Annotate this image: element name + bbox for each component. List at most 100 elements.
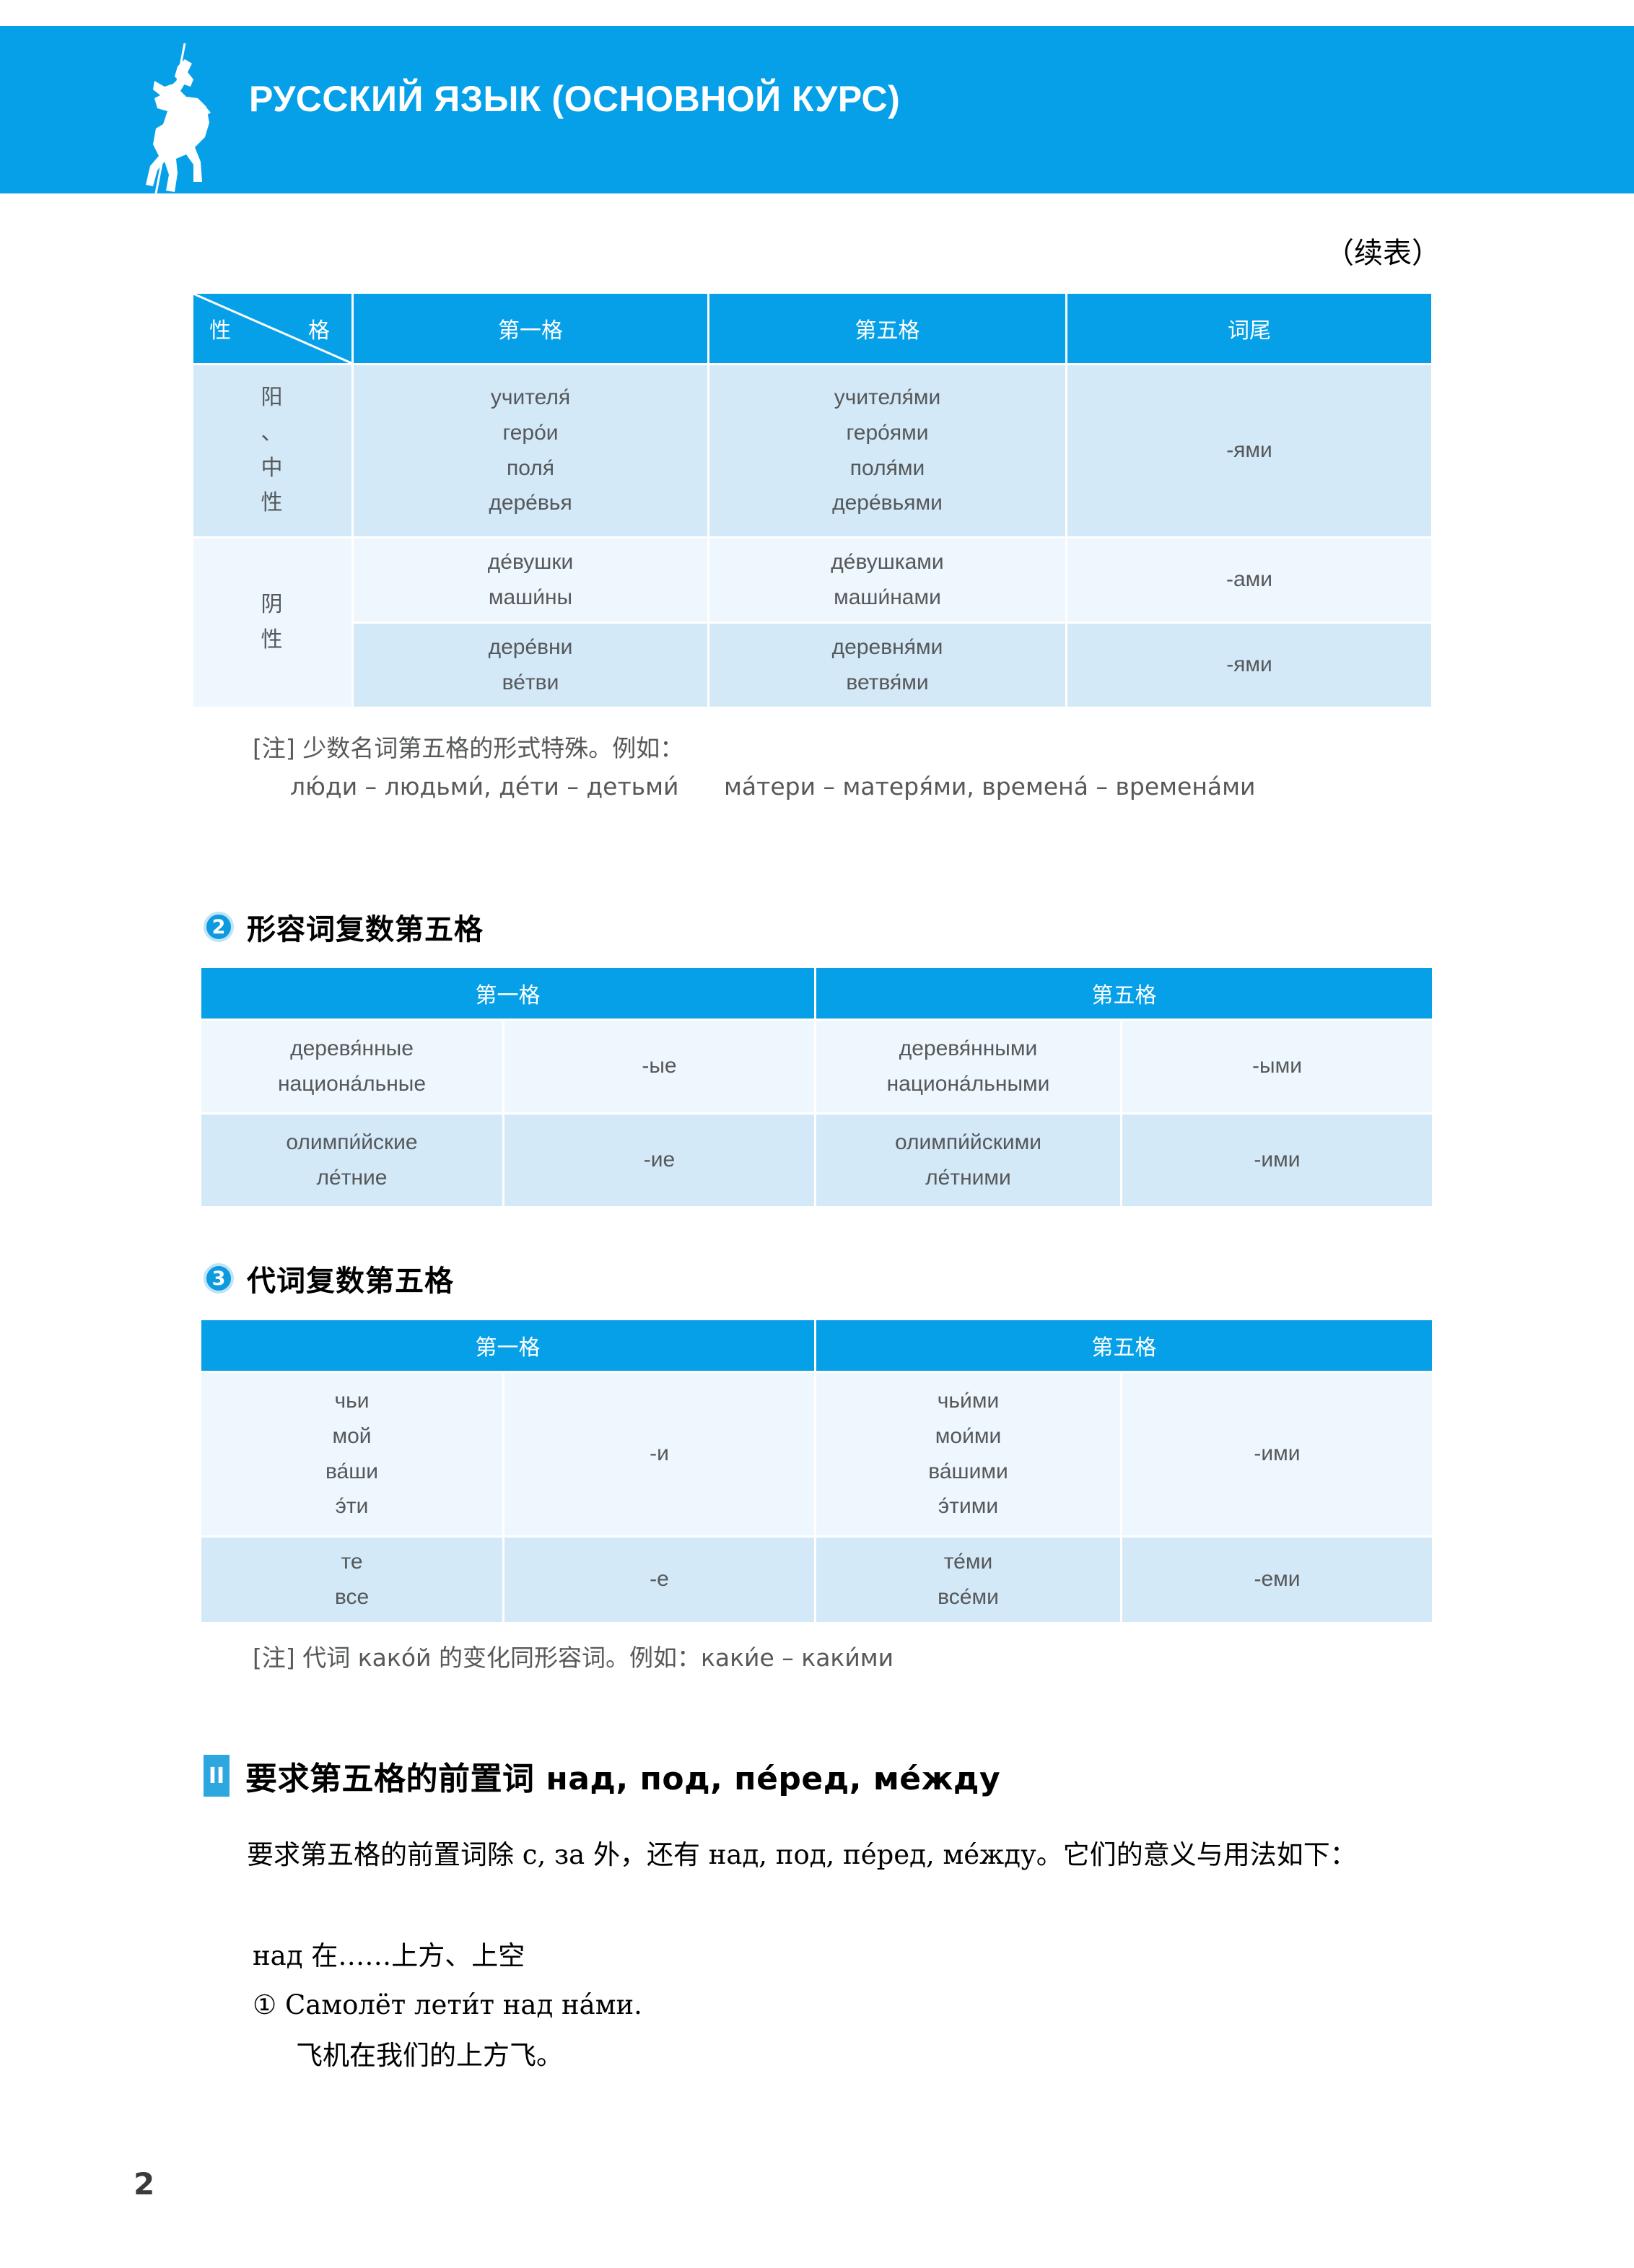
cell-instrumental-forms: учителя́ми геро́ями поля́ми дере́вьями [707,363,1067,538]
section-heading-prepositions: II 要求第五格的前置词 над, под, пе́ред, ме́жду [204,1753,1000,1799]
word: олимпи́йские [286,1130,418,1154]
word: поля́ми [849,455,925,480]
word: дере́вья [489,491,572,515]
page-number: 2 [134,2166,155,2202]
cell-ending: -ами [1065,536,1433,624]
pronoun-plural-instrumental-table: 第一格 第五格 чьи мой ва́ши э́ти -и чьи́ми мои… [199,1318,1434,1624]
section-heading-pronouns: 3 代词复数第五格 [204,1257,454,1299]
noun-plural-instrumental-table: 性 格 第一格 第五格 词尾 阳 、 中 性 учителя́ геро́и п… [191,292,1433,709]
gender-char: 性 [261,627,284,653]
column-header-nominative: 第一格 [351,292,709,365]
cell-nominative-forms: деревя́нные национа́льные [199,1019,504,1115]
cell-instrumental-forms: олимпи́йскими ле́тними [814,1112,1122,1208]
cell-instrumental-forms: те́ми все́ми [814,1535,1122,1624]
continued-table-caption: （续表） [1325,237,1441,270]
cell-nominative-forms: чьи мой ва́ши э́ти [199,1371,504,1538]
word: де́вушками [831,549,944,574]
note-noun-irregular: [注] 少数名词第五格的形式特殊。例如： лю́ди – людьми́, де… [253,729,1255,806]
word: учителя́ [490,385,571,410]
word: национа́льные [277,1071,427,1096]
column-header-nominative: 第一格 [199,966,816,1021]
section-number-badge: 2 [204,912,234,942]
note-line: [注] 代词 како́й 的变化同形容词。例如：каки́е – каки́м… [253,1644,894,1672]
cell-nominative-ending: -ые [502,1019,816,1115]
word: деревя́нные [290,1036,414,1060]
cell-nominative-ending: -ие [502,1112,816,1208]
corner-label-case: 格 [308,318,330,344]
cell-nominative-ending: -е [502,1535,816,1624]
example-sentence-russian: ① Самолёт лети́т над на́ми. [253,1984,642,2027]
cell-instrumental-forms: деревня́ми ветвя́ми [707,621,1067,709]
table-row: олимпи́йские ле́тние -ие олимпи́йскими л… [199,1112,1434,1208]
note-line: ма́тери – матеря́ми, времена́ – времена́… [723,772,1256,801]
cell-gender-masc-neut: 阳 、 中 性 [191,363,354,538]
word: э́ти [335,1494,369,1519]
word: э́тими [938,1494,999,1519]
word: деревя́нными [899,1036,1038,1060]
table-header-row: 第一格 第五格 [199,966,1434,1021]
word: национа́льными [886,1071,1050,1096]
word: олимпи́йскими [895,1130,1041,1154]
gender-char: 中 [261,455,284,481]
word: ва́шими [928,1459,1008,1483]
word: маши́ны [488,585,573,609]
cell-gender-fem: 阴 性 [191,536,354,709]
section-roman-badge: II [204,1755,230,1797]
preposition-gloss: 在……上方、上空 [311,1940,525,1971]
word: деревня́ми [831,634,943,659]
word: те [341,1549,363,1574]
cell-instrumental-ending: -ими [1120,1112,1434,1208]
page-header-banner: РУССКИЙ ЯЗЫК (ОСНОВНОЙ КУРС) [0,26,1634,194]
cell-nominative-forms: учителя́ геро́и поля́ дере́вья [351,363,709,538]
cell-instrumental-ending: -ыми [1120,1019,1434,1115]
section-roman-label: 要求第五格的前置词 над, под, пе́ред, ме́жду [245,1753,1000,1799]
column-header-ending: 词尾 [1065,292,1433,365]
word: ветвя́ми [846,670,929,694]
table-header-row: 第一格 第五格 [199,1318,1434,1373]
example-sentence-chinese: 飞机在我们的上方飞。 [296,2034,563,2077]
cell-nominative-forms: те все [199,1535,504,1624]
word: дере́вьями [832,491,943,515]
column-header-instrumental: 第五格 [707,292,1067,365]
knight-on-horse-logo [146,43,211,194]
cell-instrumental-ending: -ими [1120,1371,1434,1538]
page-title: РУССКИЙ ЯЗЫК (ОСНОВНОЙ КУРС) [249,79,901,119]
gender-case-corner-cell: 性 格 [191,292,354,365]
word: ле́тние [316,1165,388,1190]
word: ва́ши [325,1459,379,1483]
column-header-instrumental: 第五格 [814,966,1434,1021]
word: поля́ [506,455,555,480]
word: дере́вни [488,634,573,659]
word: де́вушки [487,549,574,574]
word: учителя́ми [834,385,941,410]
word: мои́ми [935,1423,1002,1448]
column-header-instrumental: 第五格 [814,1318,1434,1373]
note-line: [注] 少数名词第五格的形式特殊。例如： [253,734,684,762]
note-pronoun-kakoi: [注] 代词 како́й 的变化同形容词。例如：каки́е – каки́м… [253,1639,894,1677]
cell-instrumental-forms: деревя́нными национа́льными [814,1019,1122,1115]
prepositions-paragraph: 要求第五格的前置词除 c, за 外，还有 над, под, пе́ред, … [247,1839,1357,1870]
section-heading-adjectives: 2 形容词复数第五格 [204,906,484,948]
section-label: 代词复数第五格 [247,1264,454,1298]
section-roman-label-ru: над, под, пе́ред, ме́жду [546,1761,1001,1797]
corner-label-gender: 性 [209,318,231,344]
table-row: 阴 性 де́вушки маши́ны де́вушками маши́нам… [191,536,1433,709]
word: чьи́ми [937,1389,1000,1413]
cell-nominative-forms: де́вушки маши́ны [351,536,709,624]
cell-nominative-forms: олимпи́йские ле́тние [199,1112,504,1208]
gender-char: 阳 [261,385,284,411]
section-label: 形容词复数第五格 [247,912,484,946]
word: чьи [334,1389,370,1413]
cell-nominative-ending: -и [502,1371,816,1538]
word: мой [332,1423,372,1448]
table-row: те все -е те́ми все́ми -еми [199,1535,1434,1624]
table-row: деревя́нные национа́льные -ые деревя́нны… [199,1019,1434,1115]
adjective-plural-instrumental-table: 第一格 第五格 деревя́нные национа́льные -ые де… [199,966,1434,1208]
cell-ending: -ями [1065,621,1433,709]
word: геро́ями [846,420,929,445]
word: ле́тними [925,1165,1011,1190]
cell-instrumental-ending: -еми [1120,1535,1434,1624]
table-row: 阳 、 中 性 учителя́ геро́и поля́ дере́вья у… [191,363,1433,538]
column-header-nominative: 第一格 [199,1318,816,1373]
word: маши́нами [834,585,941,609]
